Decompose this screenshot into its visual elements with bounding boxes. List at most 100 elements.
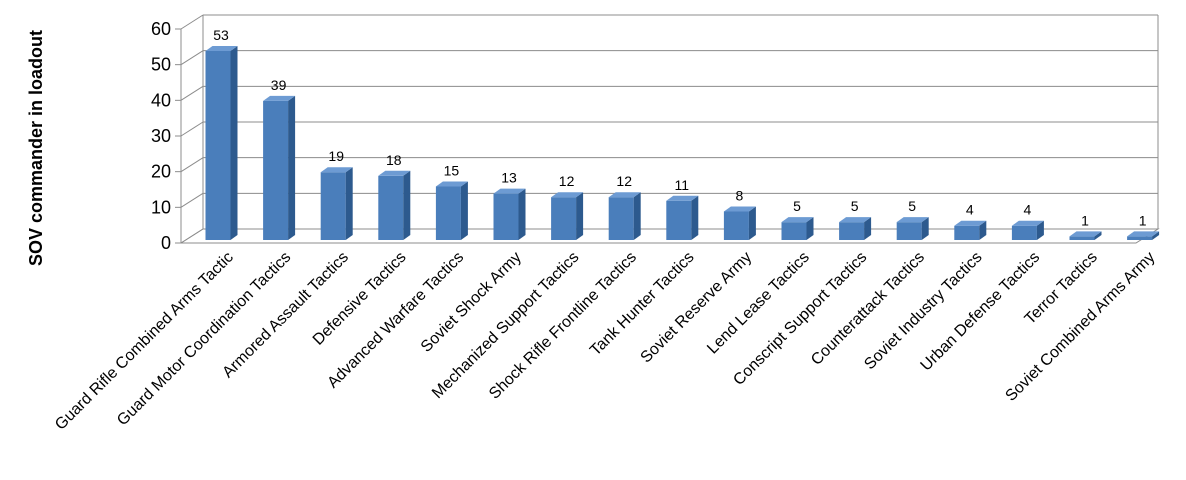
y-tick-label: 30 <box>151 126 171 146</box>
bar <box>896 222 922 240</box>
bar-top <box>723 206 756 212</box>
bar-top <box>205 45 238 51</box>
bar <box>320 172 346 240</box>
bar-group <box>839 217 872 240</box>
bar-group <box>1011 220 1044 240</box>
data-label: 53 <box>213 27 229 43</box>
bar <box>205 50 231 240</box>
bar-side <box>403 170 411 240</box>
bar-top <box>1069 231 1102 237</box>
bar-side <box>345 167 353 240</box>
bar-group <box>378 170 411 240</box>
data-label: 19 <box>328 148 344 164</box>
category-label: Urban Defense Tactics <box>918 249 1044 375</box>
y-tick-label: 50 <box>151 55 171 75</box>
data-label: 12 <box>616 173 632 189</box>
bar-side <box>979 220 987 240</box>
bar <box>839 222 865 240</box>
bar-side <box>1152 231 1160 240</box>
bar-side <box>460 181 468 240</box>
bar-side <box>633 192 641 240</box>
grid-layer <box>175 14 1160 244</box>
category-label: Lend Lease Tactics <box>704 249 813 358</box>
bar-group <box>781 217 814 240</box>
bar-top <box>435 181 468 187</box>
gridline-depth <box>180 157 204 173</box>
bar <box>435 186 461 240</box>
gridline-depth <box>180 50 204 66</box>
bar-side <box>518 188 526 240</box>
bar-top <box>263 95 296 101</box>
gridline-depth <box>180 14 204 30</box>
bar-side <box>576 192 584 240</box>
bar <box>378 175 404 240</box>
y-axis-title: SOV commander in loadout <box>26 30 46 266</box>
data-label: 5 <box>851 198 859 214</box>
bar-top <box>1011 220 1044 226</box>
bar-top <box>378 170 411 176</box>
bar-top <box>781 217 814 223</box>
data-label: 18 <box>386 152 402 168</box>
bar <box>666 200 692 240</box>
bar-group <box>666 195 699 240</box>
category-label: Tank Hunter Tactics <box>587 249 698 360</box>
bar-side <box>748 206 756 240</box>
bar-top <box>896 217 929 223</box>
bar <box>723 211 749 240</box>
bar-group <box>954 220 987 240</box>
bar-group <box>896 217 929 240</box>
bar-group <box>608 192 641 240</box>
bar <box>493 193 519 240</box>
data-label: 15 <box>444 163 460 179</box>
bar-group <box>435 181 468 240</box>
bar-side <box>1094 231 1102 240</box>
gridline-depth <box>180 85 204 101</box>
category-label: Soviet Industry Tactics <box>861 249 985 373</box>
bar <box>1127 236 1153 240</box>
data-label: 1 <box>1081 212 1089 228</box>
bar-top <box>551 192 584 198</box>
bar-side <box>864 217 872 240</box>
bar-top <box>839 217 872 223</box>
data-label: 11 <box>675 177 690 193</box>
data-label: 4 <box>1024 202 1032 218</box>
bar <box>781 222 807 240</box>
bar-group <box>320 167 353 240</box>
bar-side <box>230 45 238 240</box>
category-label: Soviet Shock Army <box>418 249 525 356</box>
bar-group <box>205 45 238 240</box>
data-label: 13 <box>501 170 517 186</box>
bar-group <box>493 188 526 240</box>
bar-top <box>493 188 526 194</box>
bar <box>954 225 980 240</box>
y-tick-label: 60 <box>151 19 171 39</box>
bar-group <box>263 95 296 241</box>
y-tick-label: 20 <box>151 162 171 182</box>
bar-top <box>608 192 641 198</box>
bar-top <box>666 195 699 201</box>
y-tick-label: 0 <box>161 233 171 253</box>
data-label: 12 <box>559 173 575 189</box>
bar-side <box>806 217 814 240</box>
data-label: 1 <box>1139 212 1147 228</box>
bar-side <box>691 195 699 240</box>
bar <box>1011 225 1037 240</box>
bar-group <box>1127 231 1160 240</box>
data-label: 39 <box>271 77 287 93</box>
bar-group <box>551 192 584 240</box>
gridline-depth <box>180 192 204 208</box>
bar-side <box>1036 220 1044 240</box>
data-label: 5 <box>908 198 916 214</box>
bar <box>608 197 634 240</box>
bar <box>263 100 289 241</box>
category-label: Counterattack Tactics <box>808 249 928 369</box>
bar-top <box>320 167 353 173</box>
bar-group <box>723 206 756 240</box>
gridline-depth <box>180 121 204 137</box>
data-label: 5 <box>793 198 801 214</box>
bar-top <box>1127 231 1160 237</box>
category-label: Soviet Reserve Army <box>638 249 756 367</box>
bar-side <box>921 217 929 240</box>
